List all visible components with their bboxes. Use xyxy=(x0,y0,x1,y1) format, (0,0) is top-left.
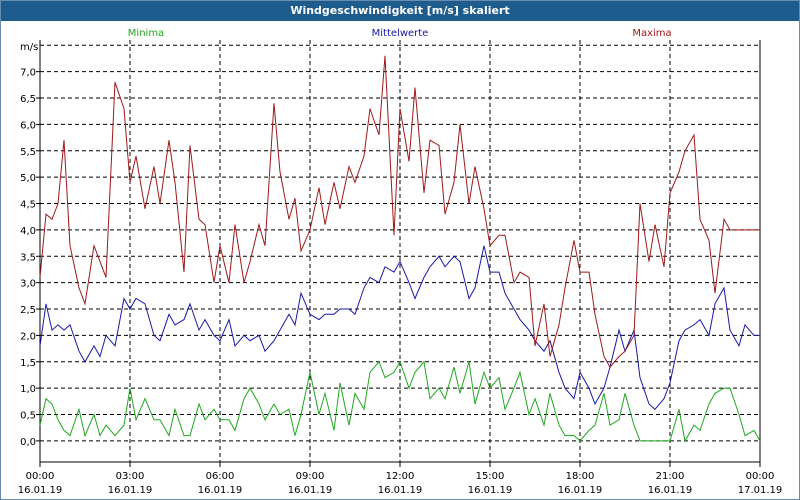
x-tick-date-label: 16.01.19 xyxy=(18,485,63,496)
y-tick-label: 2,0 xyxy=(20,331,36,342)
y-tick-label: 0,0 xyxy=(20,437,36,448)
x-tick-time-label: 09:00 xyxy=(296,471,325,482)
y-tick-label: 3,0 xyxy=(20,279,36,290)
series-line-maxima xyxy=(39,55,760,368)
x-tick-date-label: 16.01.19 xyxy=(378,485,423,496)
series-line-mittelwerte xyxy=(39,245,760,411)
x-tick-time-label: 06:00 xyxy=(206,471,235,482)
y-tick-label: 2,5 xyxy=(20,305,36,316)
y-tick-label: 5,5 xyxy=(20,147,36,158)
y-tick-label: 6,0 xyxy=(20,120,36,131)
x-tick-time-label: 00:00 xyxy=(746,471,775,482)
y-tick-label: 6,5 xyxy=(20,94,36,105)
grid xyxy=(40,40,760,462)
x-tick-date-label: 16.01.19 xyxy=(558,485,603,496)
y-tick-label: 1,5 xyxy=(20,358,36,369)
x-tick-time-label: 21:00 xyxy=(656,471,685,482)
x-tick-date-label: 16.01.19 xyxy=(648,485,693,496)
series-lines xyxy=(39,55,761,443)
x-tick-time-label: 15:00 xyxy=(476,471,505,482)
tick-labels: 0,0 0,5 1,0 1,5 2,0 2,5 3,0 3,5 4,0 4,5 5,0 5,5 6,0 6… xyxy=(18,68,783,496)
y-tick-label: 7,0 xyxy=(20,68,36,79)
axes xyxy=(36,40,761,467)
legend-mittelwerte: Mittelwerte xyxy=(372,28,429,39)
x-tick-time-label: 12:00 xyxy=(386,471,415,482)
series-line-minima xyxy=(39,360,761,443)
y-tick-label: 4,5 xyxy=(20,200,36,211)
window-title: Windgeschwindigkeit [m/s] skaliert xyxy=(1,1,799,21)
x-tick-date-label: 16.01.19 xyxy=(468,485,513,496)
y-tick-label: 4,0 xyxy=(20,226,36,237)
x-tick-date-label: 16.01.19 xyxy=(108,485,153,496)
legend: Minima Mittelwerte Maxima xyxy=(128,28,672,39)
x-tick-date-label: 16.01.19 xyxy=(288,485,333,496)
legend-minima: Minima xyxy=(128,28,164,39)
y-tick-label: 1,0 xyxy=(20,384,36,395)
x-tick-time-label: 03:00 xyxy=(116,471,145,482)
x-tick-date-label: 16.01.19 xyxy=(198,485,243,496)
x-tick-date-label: 17.01.19 xyxy=(738,485,783,496)
legend-maxima: Maxima xyxy=(632,28,671,39)
y-axis-unit-label: m/s xyxy=(20,42,38,53)
x-tick-time-label: 00:00 xyxy=(26,471,55,482)
y-tick-label: 5,0 xyxy=(20,173,36,184)
x-tick-time-label: 18:00 xyxy=(566,471,595,482)
y-tick-label: 0,5 xyxy=(20,411,36,422)
y-tick-label: 3,5 xyxy=(20,252,36,263)
